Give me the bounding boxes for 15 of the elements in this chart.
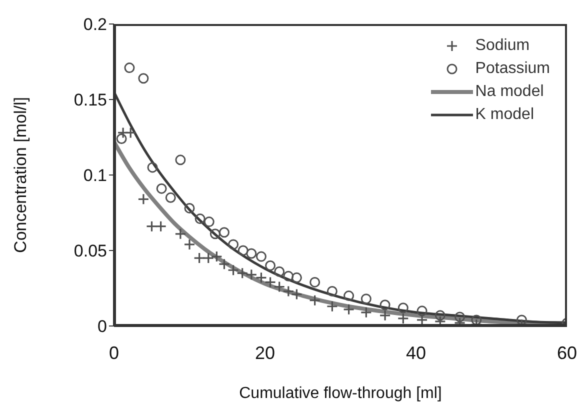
x-tick-label: 20: [254, 342, 276, 363]
legend-label: Sodium: [475, 36, 530, 56]
y-axis-title: Concentration [mol/l]: [11, 97, 30, 253]
y-tick-label: 0.2: [83, 15, 107, 34]
x-tick-label: 0: [108, 342, 120, 363]
y-tick-label: 0.1: [83, 166, 107, 186]
legend-label: K model: [475, 105, 534, 125]
x-tick-label: 60: [556, 342, 578, 363]
x-tick-label: 40: [406, 342, 426, 363]
x-axis-title: Cumulative flow-through [ml]: [239, 385, 442, 402]
y-tick-label: 0.05: [74, 242, 107, 261]
legend-label: Potassium: [475, 59, 550, 79]
y-tick-label: 0.15: [74, 90, 107, 110]
legend-label: Na model: [475, 82, 544, 102]
y-tick-label: 0: [98, 317, 107, 336]
